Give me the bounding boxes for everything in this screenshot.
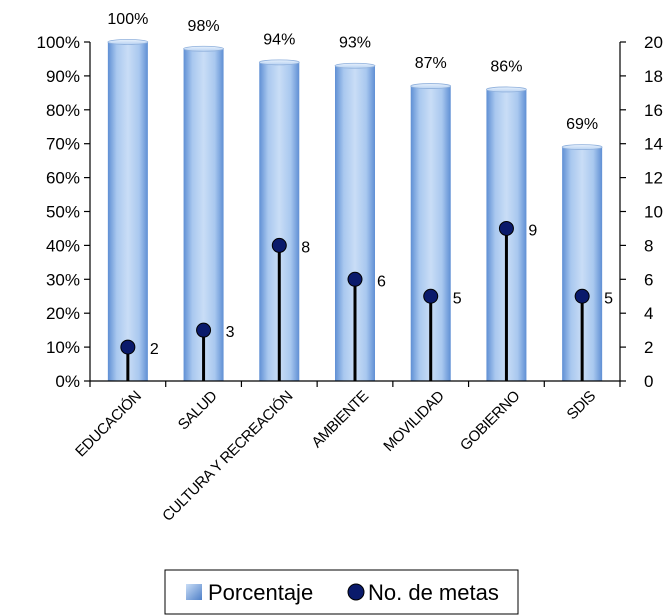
legend-label-no-de-metas: No. de metas <box>368 580 499 605</box>
category-label: GOBIERNO <box>457 388 523 454</box>
bar-cap <box>486 87 526 92</box>
bar-cap <box>335 63 375 68</box>
stem-marker <box>272 238 286 252</box>
category-label: AMBIENTE <box>308 387 372 451</box>
bar-value-label: 100% <box>107 11 148 28</box>
bar-cap <box>108 40 148 45</box>
right-tick-label: 12 <box>644 169 663 188</box>
left-tick-label: 50% <box>46 203 80 222</box>
category-label: SALUD <box>175 387 221 433</box>
bar-cap <box>562 145 602 150</box>
stem-value-label: 2 <box>150 341 159 358</box>
legend: Porcentaje No. de metas <box>165 570 518 614</box>
right-tick-label: 2 <box>644 338 653 357</box>
category-label: EDUCACIÓN <box>72 388 144 460</box>
bar-value-label: 69% <box>566 116 598 133</box>
stem-value-label: 5 <box>453 290 462 307</box>
right-tick-label: 16 <box>644 101 663 120</box>
stem-marker <box>197 323 211 337</box>
right-tick-label: 0 <box>644 372 653 391</box>
stem-value-label: 3 <box>226 324 235 341</box>
stem-value-label: 6 <box>377 273 386 290</box>
right-tick-label: 18 <box>644 67 663 86</box>
left-tick-label: 90% <box>46 67 80 86</box>
left-tick-label: 70% <box>46 135 80 154</box>
right-tick-label: 4 <box>644 304 653 323</box>
right-tick-label: 6 <box>644 270 653 289</box>
legend-label-porcentaje: Porcentaje <box>208 580 313 605</box>
bar-value-label: 94% <box>263 31 295 48</box>
left-tick-label: 0% <box>55 372 80 391</box>
left-tick-label: 60% <box>46 169 80 188</box>
left-tick-label: 80% <box>46 101 80 120</box>
bar-cap <box>411 84 451 89</box>
category-label: CULTURA Y RECREACIÓN <box>159 388 296 525</box>
stem-marker <box>348 272 362 286</box>
bar-cap <box>184 46 224 51</box>
category-label: MOVILIDAD <box>380 387 448 455</box>
stem-marker <box>424 289 438 303</box>
bar-value-label: 93% <box>339 35 371 52</box>
circle-marker-icon <box>348 584 364 600</box>
bar-value-label: 86% <box>490 58 522 75</box>
stem-value-label: 9 <box>528 222 537 239</box>
stem-marker <box>121 340 135 354</box>
bar-value-label: 87% <box>415 55 447 72</box>
category-label: SDIS <box>564 387 600 423</box>
bar-body <box>108 42 148 381</box>
stem-marker <box>575 289 589 303</box>
left-tick-label: 20% <box>46 304 80 323</box>
right-tick-label: 8 <box>644 236 653 255</box>
right-tick-label: 10 <box>644 203 663 222</box>
left-tick-label: 30% <box>46 270 80 289</box>
bar-cap <box>259 60 299 65</box>
left-tick-label: 40% <box>46 236 80 255</box>
stem-value-label: 5 <box>604 290 613 307</box>
bar-swatch-icon <box>186 584 202 600</box>
stem-marker <box>499 221 513 235</box>
right-tick-label: 14 <box>644 135 663 154</box>
right-tick-label: 20 <box>644 33 663 52</box>
left-tick-label: 10% <box>46 338 80 357</box>
bar-educacion <box>108 40 148 382</box>
stem-value-label: 8 <box>301 239 310 256</box>
bar-value-label: 98% <box>188 18 220 35</box>
left-tick-label: 100% <box>37 33 80 52</box>
